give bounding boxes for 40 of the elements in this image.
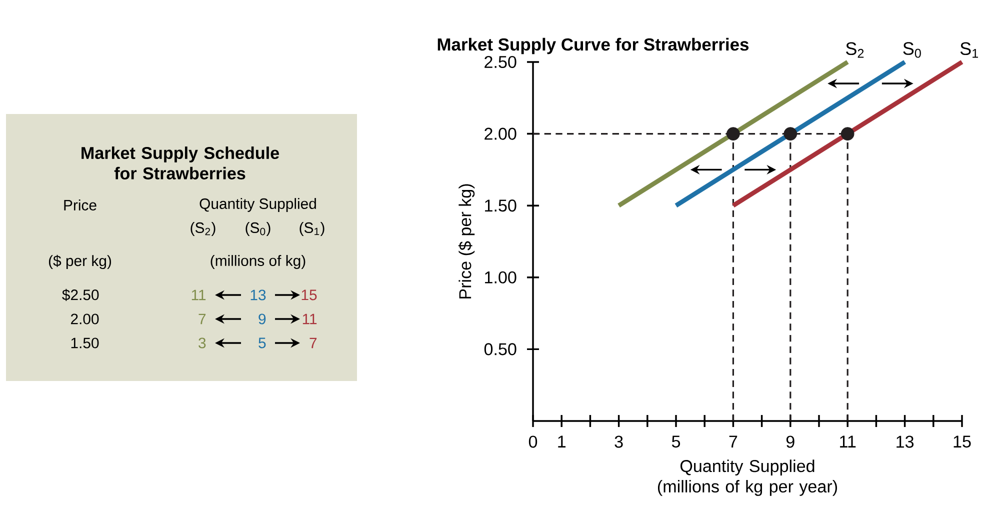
chart-title: Market Supply Curve for Strawberries	[438, 38, 749, 54]
series-label: S$_{0}$	[903, 42, 921, 58]
text: 2.00	[70, 314, 99, 324]
x-tick-label: 3	[614, 436, 623, 448]
x-tick-label: 5	[672, 436, 680, 448]
text: 1.50	[71, 338, 99, 348]
text: Price	[64, 200, 96, 210]
y-tick-label: 1.00	[485, 271, 516, 284]
text: (S$_{2}$)	[190, 222, 216, 236]
text: ($ per kg)	[48, 254, 112, 270]
text: 11	[302, 314, 317, 324]
text: 5	[258, 338, 266, 348]
text: 11	[192, 290, 206, 300]
y-tick-label: 1.50	[485, 200, 516, 212]
x-tick-label: 7	[729, 436, 738, 448]
series-label: S$_{1}$	[960, 42, 978, 58]
series-label: S$_{2}$	[846, 42, 864, 58]
x-tick-label: 13	[896, 436, 914, 448]
text: $2.50	[62, 288, 99, 302]
x-tick-label: 15	[954, 436, 971, 448]
text: Market Supply Schedule for Strawberries	[82, 146, 279, 180]
text: 15	[302, 290, 317, 300]
text: (millions of kg)	[210, 255, 306, 269]
y-tick-label: 2.00	[484, 128, 516, 140]
y-tick-label: 0.50	[484, 343, 516, 356]
text: (S$_{1}$)	[300, 222, 324, 236]
x-axis-title: Quantity Supplied (millions of kg per year)	[658, 460, 837, 496]
y-axis-title: Price ($ per kg)	[458, 184, 475, 298]
text: 7	[310, 338, 317, 348]
text: 13	[250, 290, 266, 300]
text: 3	[198, 338, 206, 348]
text: (S$_{0}$)	[246, 222, 270, 236]
text: 7	[198, 314, 206, 324]
x-tick-label: 9	[786, 436, 794, 448]
x-tick-label: 11	[840, 436, 856, 448]
x-tick-label: 1	[558, 436, 566, 448]
y-tick-label: 2.50	[484, 56, 516, 68]
text: 9	[258, 314, 266, 324]
text: Quantity Supplied	[200, 198, 316, 212]
x-tick-label: 0	[528, 436, 538, 448]
